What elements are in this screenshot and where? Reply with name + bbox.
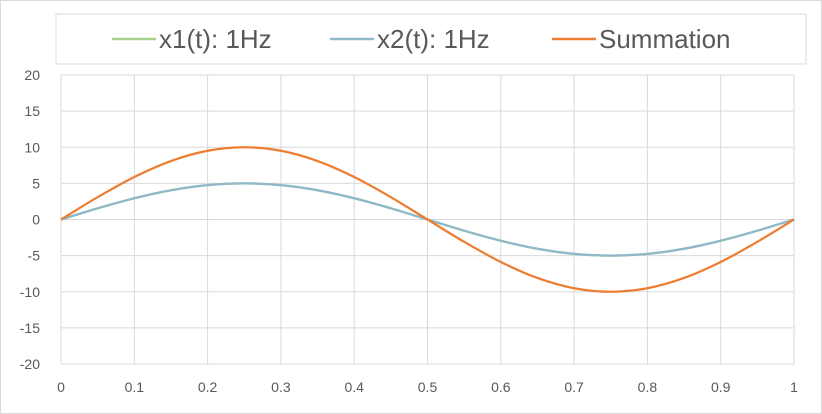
y-tick-label: -15 [20, 320, 40, 336]
y-tick-label: -20 [20, 356, 40, 372]
x-tick-label: 0 [57, 379, 65, 395]
x-tick-label: 0.8 [638, 379, 658, 395]
x-tick-label: 0.3 [271, 379, 291, 395]
legend-box [55, 13, 807, 65]
legend-label-2: Summation [599, 24, 731, 54]
series-lines [60, 146, 795, 293]
x-tick-label: 1 [790, 379, 798, 395]
legend: x1(t): 1Hz x2(t): 1Hz Summation [112, 24, 731, 54]
y-tick-label: 15 [24, 103, 40, 119]
y-tick-label: 20 [24, 67, 40, 83]
x-axis-ticks: 0 0.1 0.2 0.3 0.4 0.5 0.6 0.7 0.8 0.9 1 [57, 379, 798, 395]
x-tick-label: 0.4 [344, 379, 364, 395]
x-tick-label: 0.7 [564, 379, 584, 395]
legend-label-0: x1(t): 1Hz [159, 24, 272, 54]
y-tick-label: 10 [24, 139, 40, 155]
x-tick-label: 0.5 [418, 379, 438, 395]
y-tick-label: 0 [32, 212, 40, 228]
gridlines [60, 74, 795, 365]
x-tick-label: 0.6 [491, 379, 511, 395]
series-line-2 [60, 146, 795, 293]
x-tick-label: 0.9 [711, 379, 731, 395]
x-tick-label: 0.2 [198, 379, 218, 395]
y-tick-label: -10 [20, 284, 40, 300]
legend-label-1: x2(t): 1Hz [377, 24, 490, 54]
y-axis-ticks: 20 15 10 5 0 -5 -10 -15 -20 [20, 67, 40, 372]
y-tick-label: 5 [32, 175, 40, 191]
x-tick-label: 0.1 [125, 379, 145, 395]
y-tick-label: -5 [28, 248, 41, 264]
